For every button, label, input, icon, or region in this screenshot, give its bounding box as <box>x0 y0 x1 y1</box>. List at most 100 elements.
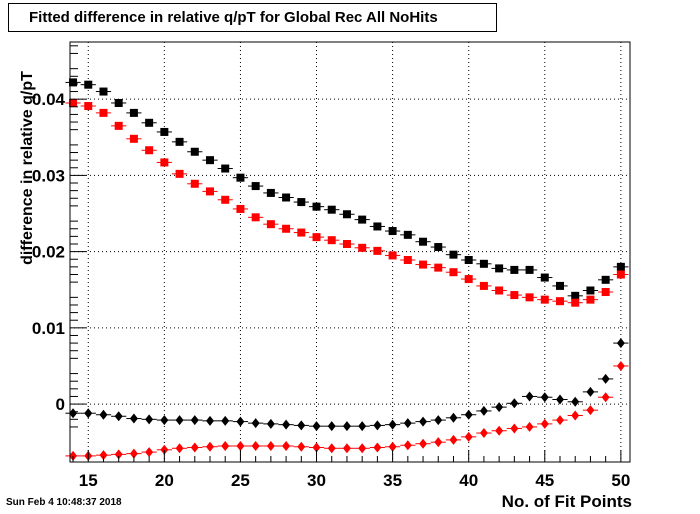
data-point-square <box>479 281 488 290</box>
data-point-diamond <box>525 391 534 402</box>
data-point-diamond <box>342 443 351 454</box>
data-point-square <box>99 108 108 117</box>
data-point-square <box>297 198 306 207</box>
x-tick-label: 50 <box>611 471 630 490</box>
data-point-square <box>358 215 367 224</box>
data-point-diamond <box>449 412 458 423</box>
data-point-diamond <box>99 409 108 420</box>
data-point-diamond <box>145 447 154 458</box>
data-point-square <box>175 169 184 178</box>
x-tick-label: 15 <box>79 471 98 490</box>
data-point-diamond <box>114 411 123 422</box>
data-point-diamond <box>616 360 625 371</box>
data-point-square <box>145 118 154 127</box>
data-point-square <box>129 134 138 143</box>
data-point-square <box>403 256 412 265</box>
data-point-diamond <box>601 392 610 403</box>
data-point-square <box>571 298 580 307</box>
data-point-square <box>206 187 214 196</box>
data-point-square <box>84 102 93 111</box>
data-point-square <box>236 204 245 213</box>
data-point-square <box>540 295 549 304</box>
data-point-diamond <box>479 405 488 416</box>
data-point-diamond <box>236 440 245 451</box>
y-tick-label: 0 <box>56 395 65 414</box>
data-point-diamond <box>571 396 580 407</box>
data-point-diamond <box>434 415 443 426</box>
data-point-diamond <box>495 425 504 436</box>
data-point-diamond <box>556 394 564 405</box>
data-point-diamond <box>556 415 564 426</box>
data-point-diamond <box>419 438 428 449</box>
data-point-square <box>449 250 458 259</box>
axis-ticks: 15 20 25 30 35 40 45 50 0 0.01 0.02 0.03 0.04 <box>32 45 630 490</box>
data-point-square <box>251 213 260 222</box>
data-point-square <box>495 286 504 295</box>
y-tick-label: 0.04 <box>32 90 66 109</box>
data-point-diamond <box>358 421 367 432</box>
data-point-diamond <box>175 415 184 426</box>
data-point-diamond <box>129 448 138 459</box>
data-point-square <box>434 243 443 252</box>
x-tick-label: 40 <box>459 471 478 490</box>
data-point-square <box>282 224 291 233</box>
data-point-square <box>69 78 78 87</box>
data-point-diamond <box>327 421 336 432</box>
data-point-square <box>419 260 428 269</box>
data-point-square <box>297 228 306 237</box>
data-point-diamond <box>586 405 595 416</box>
data-point-diamond <box>373 420 382 431</box>
x-tick-label: 45 <box>535 471 554 490</box>
data-point-diamond <box>464 431 473 442</box>
data-point-square <box>69 98 78 107</box>
data-point-square <box>586 286 595 295</box>
data-point-diamond <box>221 415 230 426</box>
data-point-diamond <box>236 416 245 427</box>
data-point-square <box>601 288 610 297</box>
data-point-square <box>403 230 412 239</box>
data-point-square <box>556 297 564 306</box>
data-point-square <box>616 262 625 271</box>
data-point-square <box>586 295 595 304</box>
data-point-square <box>464 256 473 265</box>
data-point-square <box>282 193 291 202</box>
data-point-square <box>373 246 382 255</box>
data-point-square <box>190 147 199 156</box>
data-point-square <box>160 158 169 167</box>
data-point-diamond <box>129 413 138 424</box>
data-point-diamond <box>419 416 428 427</box>
data-point-square <box>221 195 230 204</box>
data-point-diamond <box>206 415 214 426</box>
data-point-diamond <box>403 418 412 429</box>
data-point-diamond <box>99 450 108 461</box>
data-point-square <box>388 251 397 260</box>
data-point-diamond <box>175 443 184 454</box>
data-point-diamond <box>388 441 397 452</box>
x-axis-label: No. of Fit Points <box>501 492 632 511</box>
data-point-diamond <box>616 338 625 349</box>
data-point-square <box>540 273 549 282</box>
data-point-diamond <box>160 444 169 455</box>
data-point-square <box>266 220 275 229</box>
data-point-diamond <box>251 440 260 451</box>
data-point-diamond <box>403 440 412 451</box>
y-axis-label: difference in relative q/pT <box>19 71 36 265</box>
data-point-diamond <box>479 428 488 439</box>
x-tick-label: 35 <box>383 471 402 490</box>
data-point-square <box>221 164 230 173</box>
data-point-square <box>114 98 123 107</box>
data-point-diamond <box>297 420 306 431</box>
data-point-square <box>525 265 534 274</box>
data-point-diamond <box>84 408 93 419</box>
data-point-diamond <box>282 440 291 451</box>
data-point-diamond <box>388 419 397 430</box>
x-tick-label: 30 <box>307 471 326 490</box>
data-point-square <box>312 233 321 242</box>
data-point-square <box>373 222 382 231</box>
data-point-square <box>160 127 169 136</box>
data-point-diamond <box>266 418 275 429</box>
data-point-square <box>236 173 245 182</box>
timestamp: Sun Feb 4 10:48:37 2018 <box>6 497 122 508</box>
